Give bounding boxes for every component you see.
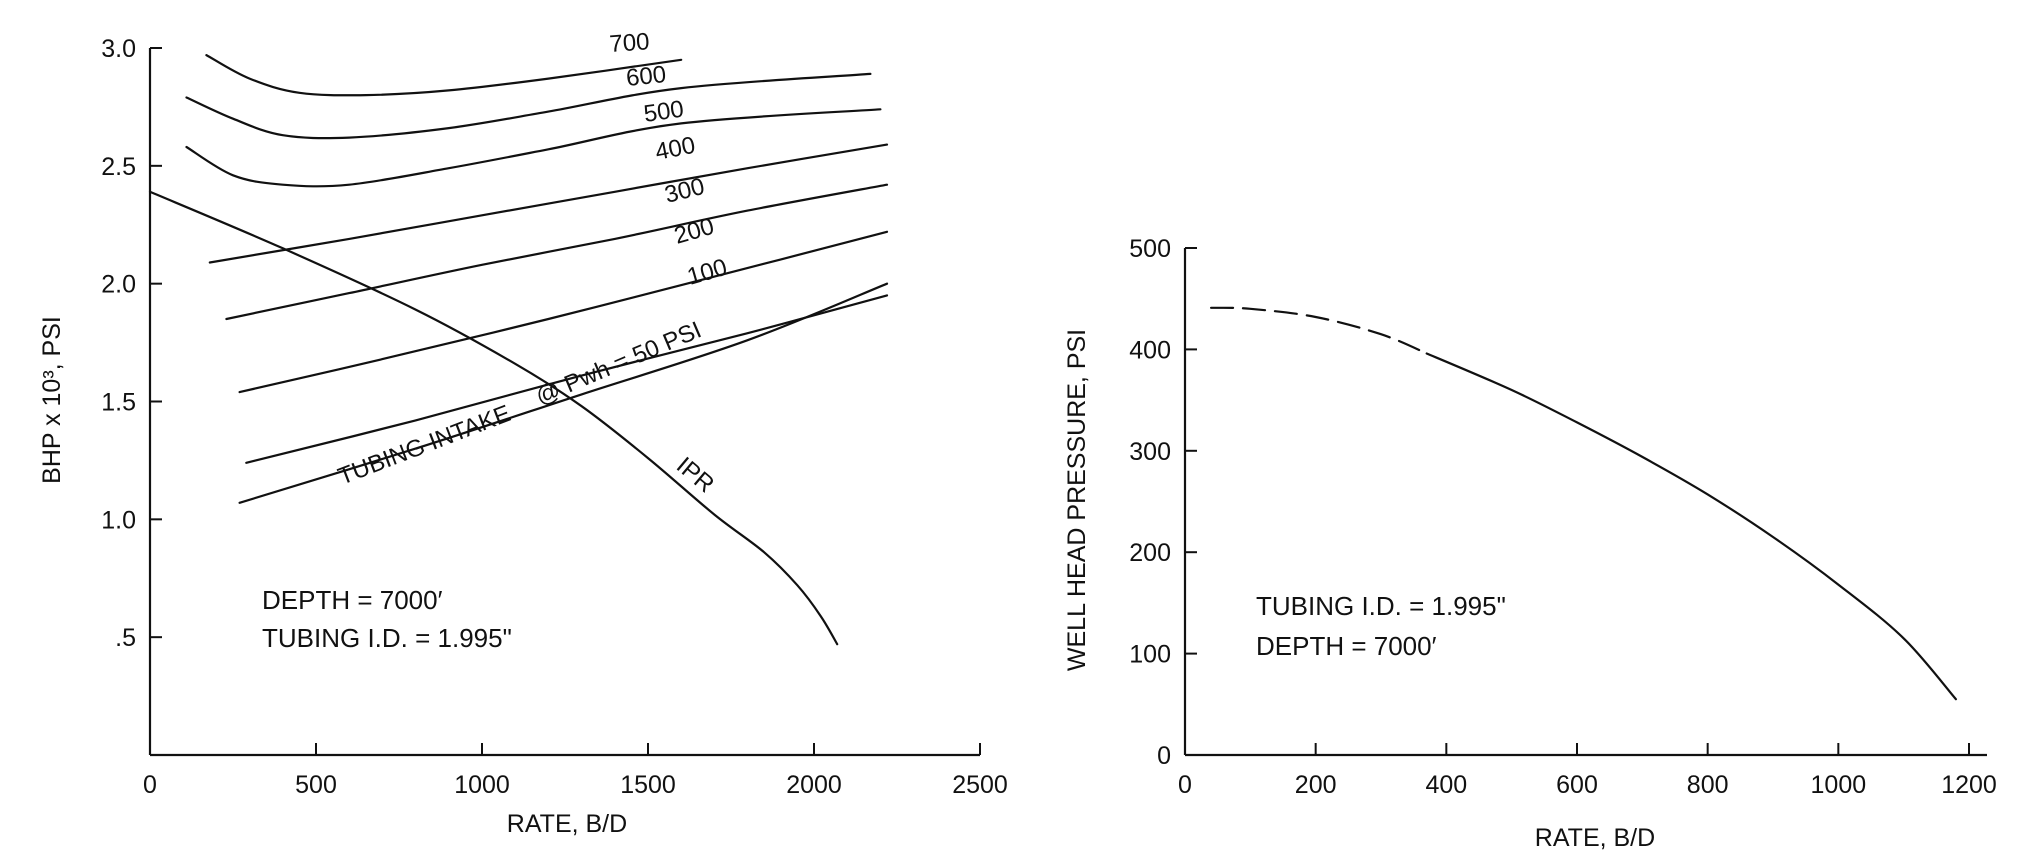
x-tick-label: 2000 [786,771,842,799]
y-tick-label: 2.0 [101,271,136,299]
chart-bhp-vs-rate: 0 500 1000 1500 2000 2500 .5 1.0 1.5 2.0 2.5 3.0 R… [38,28,1008,838]
x-axis-label: RATE, B/D [507,810,627,838]
y-tick-label: 1.0 [101,506,136,534]
series-line-ipr [148,190,839,646]
y-ticks: 0 100 200 300 400 500 [1129,235,1197,770]
series-line-200 [238,230,889,394]
curve-label-100: 100 [684,254,730,291]
series-line-400 [208,143,889,264]
curve-label-400: 400 [653,132,697,166]
series-line-300 [225,183,889,321]
x-tick-label: 400 [1425,771,1467,799]
y-tick-label: 1.5 [101,389,136,417]
curve-label-300: 300 [662,173,707,209]
annotation-depth: DEPTH = 7000′ [1256,631,1437,661]
y-tick-label: 300 [1129,438,1171,466]
series-line-segment-1 [1425,352,1957,701]
x-tick-label: 500 [295,771,337,799]
y-tick-label: 100 [1129,641,1171,669]
curve-label-200: 200 [671,213,717,250]
y-axis-label: BHP x 10³, PSI [38,316,66,484]
y-tick-label: .5 [115,624,136,652]
y-axis-label: WELL HEAD PRESSURE, PSI [1063,329,1091,671]
x-tick-label: 200 [1295,771,1337,799]
series-line-700 [205,54,683,97]
series-line-500 [185,108,882,188]
x-tick-label: 1500 [620,771,676,799]
y-ticks: .5 1.0 1.5 2.0 2.5 3.0 [101,35,162,652]
series-line--pwh-50-psi [238,282,889,504]
x-tick-label: 800 [1687,771,1729,799]
series-group [1210,306,1957,701]
series-line-600 [185,72,872,140]
y-tick-label: 500 [1129,235,1171,263]
chart-whp-vs-rate: 0 200 400 600 800 1000 1200 0 100 200 300 400 500 R… [1063,235,1997,852]
curve-label-tubing-intake: TUBING INTAKE [334,400,514,491]
series-line-100 [245,294,889,464]
x-tick-label: 600 [1556,771,1598,799]
x-tick-label: 2500 [952,771,1008,799]
series-group [148,54,889,646]
annotation-depth: DEPTH = 7000′ [262,585,443,615]
x-tick-label: 1200 [1941,771,1997,799]
x-tick-label: 0 [143,771,157,799]
y-tick-label: 400 [1129,336,1171,364]
series-line-segment-0 [1210,306,1428,355]
y-tick-label: 200 [1129,539,1171,567]
x-axis-label: RATE, B/D [1535,824,1655,852]
x-tick-label: 1000 [1811,771,1867,799]
y-tick-label: 0 [1157,742,1171,770]
x-ticks: 0 200 400 600 800 1000 1200 [1178,743,1997,799]
y-tick-label: 2.5 [101,153,136,181]
curve-label-700: 700 [609,28,651,58]
curve-label-ipr: IPR [671,452,719,498]
annotation-tubing-id: TUBING I.D. = 1.995" [262,623,512,653]
x-tick-label: 0 [1178,771,1192,799]
curve-label-600: 600 [625,61,668,92]
y-tick-label: 3.0 [101,35,136,63]
curve-label-500: 500 [642,96,685,128]
x-tick-label: 1000 [454,771,510,799]
annotation-tubing-id: TUBING I.D. = 1.995" [1256,591,1506,621]
x-ticks: 0 500 1000 1500 2000 2500 [143,743,1008,799]
